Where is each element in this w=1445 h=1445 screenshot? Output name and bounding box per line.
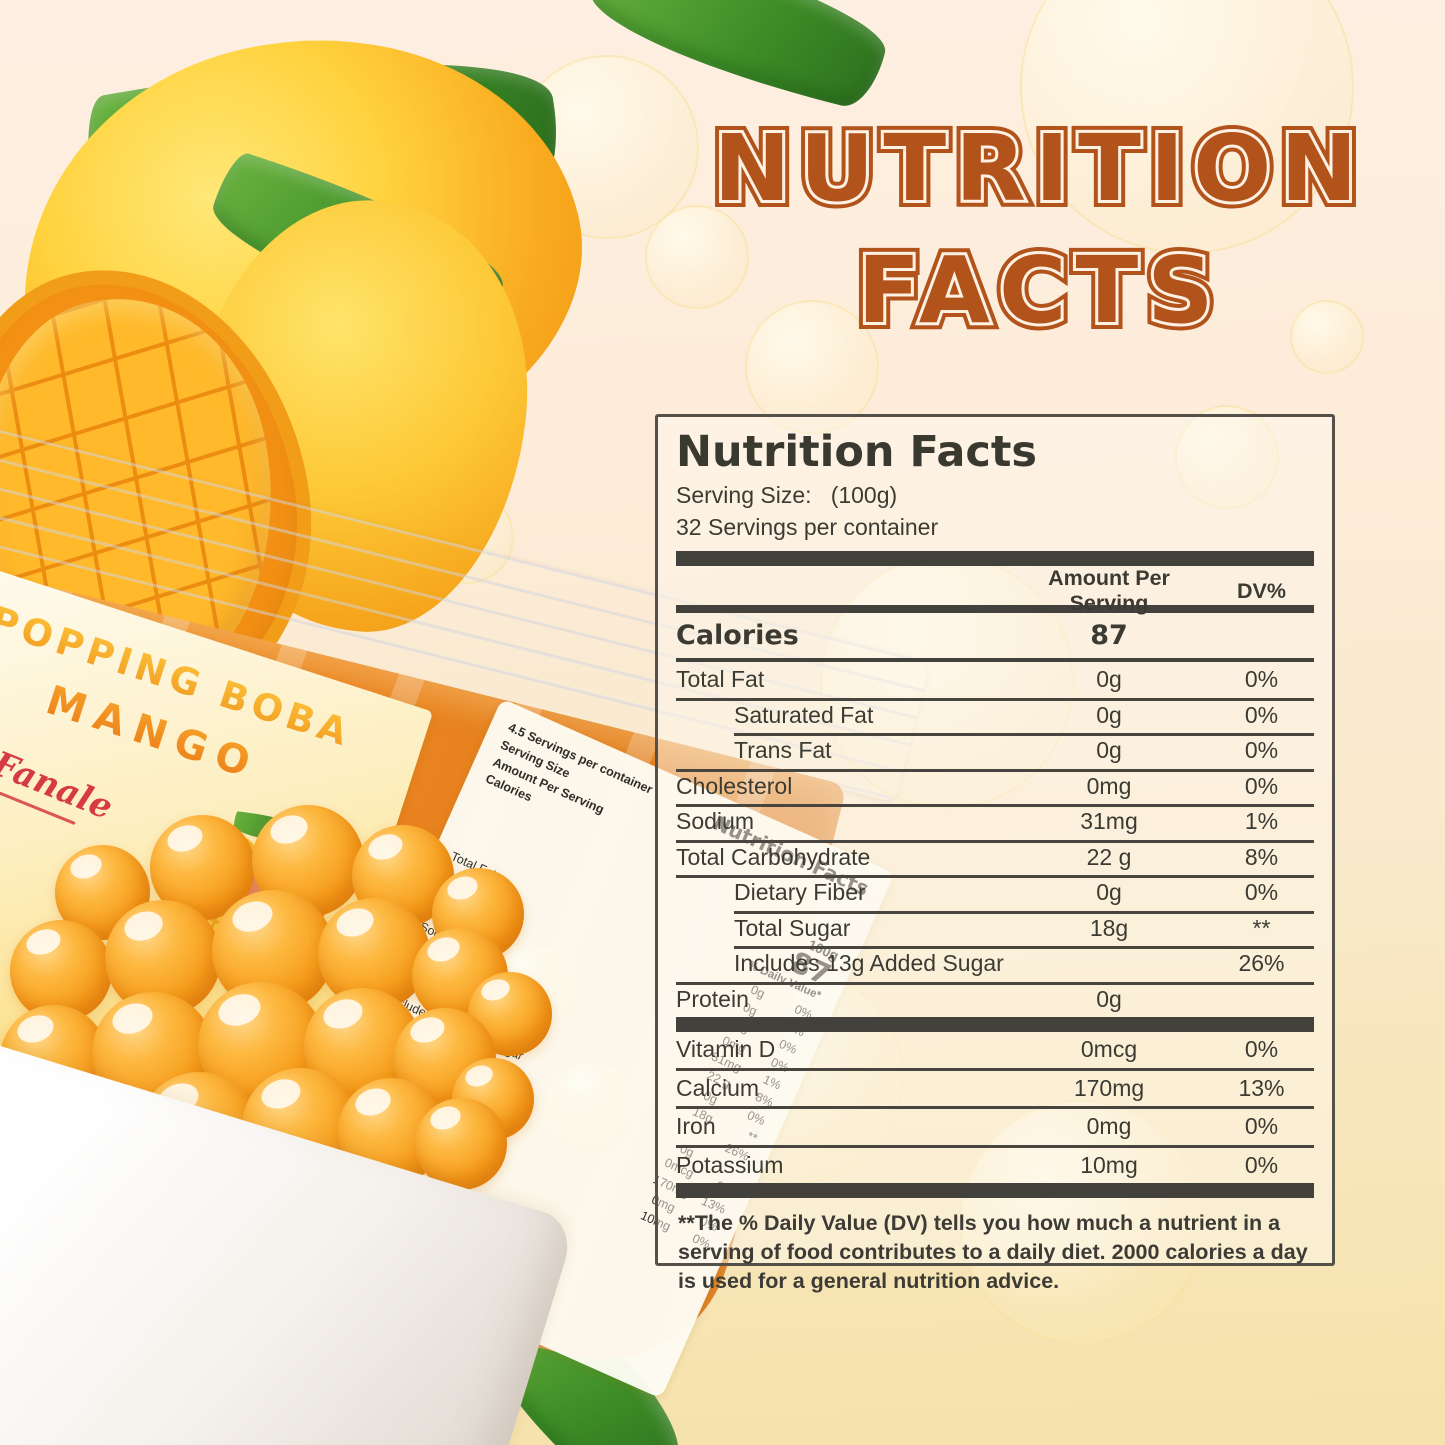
hero-title-line1: NUTRITION NUTRITION NUTRITION xyxy=(707,109,1367,229)
servings-per-container: 32 Servings per container xyxy=(676,513,939,540)
hero-title: NUTRITION NUTRITION NUTRITION FACTS FACT… xyxy=(640,109,1440,360)
divider-bar xyxy=(676,605,1314,614)
table-row: Trans Fat 0g 0% xyxy=(676,733,1314,769)
hero-title-line2: FACTS FACTS FACTS xyxy=(850,231,1223,351)
serving-size-value: (100g) xyxy=(830,482,898,509)
table-row: Vitamin D 0mcg 0% xyxy=(676,1036,1279,1063)
calories-label: Calories xyxy=(676,620,799,652)
dv-column-header: DV% xyxy=(1237,578,1286,603)
daily-value-footnote: **The % Daily Value (DV) tells you how m… xyxy=(678,1211,1308,1293)
table-row: Cholesterol 0mg 0% xyxy=(676,768,1314,805)
table-row: Includes 13g Added Sugar 26% xyxy=(676,946,1314,982)
table-row: Calcium 170mg 13% xyxy=(676,1067,1314,1107)
table-row: Iron 0mg 0% xyxy=(676,1106,1314,1145)
divider-bar xyxy=(676,1183,1314,1199)
table-row: Saturated Fat 0g 0% xyxy=(676,697,1314,734)
serving-size-line: Serving Size: (100g) xyxy=(676,480,1314,510)
nutrient-rows: Total Fat 0g 0% Saturated Fat 0g 0% Trans Fat 0… xyxy=(676,662,1314,1017)
table-row: Total Sugar 18g ** xyxy=(676,910,1314,947)
table-row: Potassium 10mg 0% xyxy=(676,1144,1314,1184)
divider-bar xyxy=(676,1017,1314,1033)
table-row: Total Carbohydrate 22 g 8% xyxy=(676,839,1314,876)
boba-pearl xyxy=(415,1098,507,1190)
brand-logo: Fanale xyxy=(0,744,118,828)
serving-size-label: Serving Size: xyxy=(676,482,812,509)
column-header-row: Amount Per Serving DV% xyxy=(676,566,1314,615)
bubble-decoration xyxy=(1290,300,1364,374)
table-row: Protein 0g xyxy=(676,981,1314,1018)
divider-bar xyxy=(676,551,1314,567)
nutrition-facts-panel: Nutrition Facts Serving Size: (100g) 32 … xyxy=(655,414,1335,1293)
panel-title: Nutrition Facts xyxy=(676,427,1038,477)
amount-column-header: Amount Per Serving xyxy=(1048,566,1170,616)
calories-row: Calories 87 xyxy=(676,613,1314,663)
table-row: Sodium 31mg 1% xyxy=(676,804,1314,840)
table-row: Dietary Fiber 0g 0% xyxy=(676,875,1314,911)
mineral-rows: Vitamin D 0mcg 0% Calcium 170mg 13% Iron 0mg 0% P… xyxy=(676,1032,1314,1183)
table-row: Total Fat 0g 0% xyxy=(676,666,1279,693)
bubble-decoration xyxy=(645,205,749,309)
calories-value: 87 xyxy=(1090,620,1128,652)
